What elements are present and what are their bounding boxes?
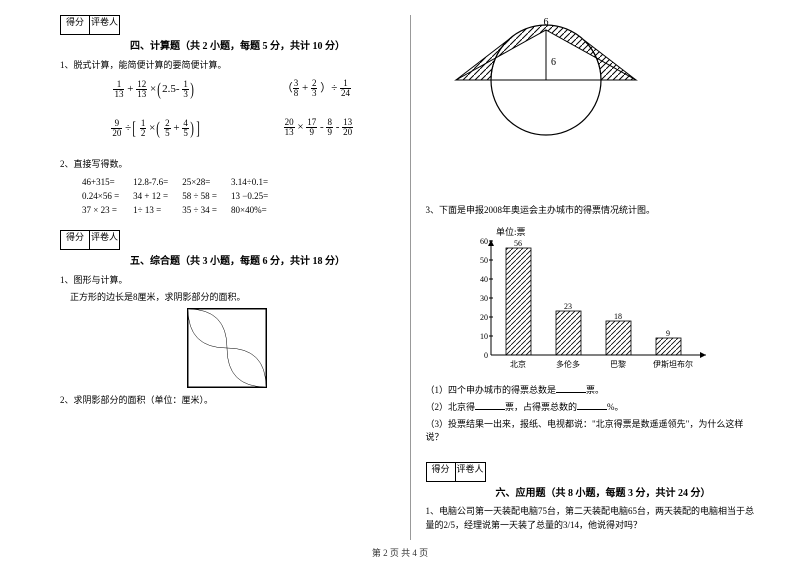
svg-text:30: 30 — [480, 294, 488, 303]
svg-text:9: 9 — [666, 329, 670, 338]
score-cell-left: 得分 — [60, 15, 90, 35]
score-cell-right: 评卷人 — [90, 15, 120, 35]
bars — [506, 248, 681, 355]
left-column: 得分 评卷人 四、计算题（共 2 小题，每题 5 分，共计 10 分） 1、脱式… — [50, 15, 405, 540]
formula-4: 2013 × 179 - 89 - 1320 — [284, 118, 354, 139]
formula-row-2: 920 ÷[ 12 ×( 25 + 45)] 2013 × 179 - 89 -… — [70, 118, 395, 139]
square-leaf-figure — [187, 308, 267, 388]
formula-row-1: 113 + 1213 ×(2.5- 13) （38 + 23 ）÷ 124 — [70, 79, 395, 100]
svg-text:18: 18 — [614, 312, 622, 321]
right-column: 6 6 3、下面是申报2008年奥运会主办城市的得票情况统计图。 单位:票 — [416, 15, 771, 540]
svg-text:多伦多: 多伦多 — [556, 359, 580, 369]
svg-text:40: 40 — [480, 275, 488, 284]
score-cell-left: 得分 — [426, 462, 456, 482]
section6-title: 六、应用题（共 8 小题，每题 3 分，共计 24 分） — [426, 484, 761, 499]
sec5-q3-label: 3、下面是申报2008年奥运会主办城市的得票情况统计图。 — [426, 203, 761, 216]
sec5-q1-text: 正方形的边长是8厘米，求阴影部分的面积。 — [70, 290, 395, 303]
sec5-q3-sub1: （1）四个申办城市的得票总数是票。 — [426, 383, 761, 396]
circle-triangle-figure: 6 6 — [426, 15, 666, 185]
svg-text:10: 10 — [480, 332, 488, 341]
svg-text:50: 50 — [480, 256, 488, 265]
sec4-q1-label: 1、脱式计算，能简便计算的要简便计算。 — [60, 58, 395, 71]
svg-text:56: 56 — [514, 239, 522, 248]
svg-text:20: 20 — [480, 313, 488, 322]
table-row: 0.24×56 =34 + 12 =58 ÷ 58 =13 −0.25= — [82, 190, 280, 202]
chart-unit: 单位:票 — [496, 226, 526, 237]
score-cell-left: 得分 — [60, 230, 90, 250]
sec4-q2-label: 2、直接写得数。 — [60, 157, 395, 170]
sec5-q2-label: 2、求阴影部分的面积（单位：厘米）。 — [60, 393, 395, 406]
sec6-q1: 1、电脑公司第一天装配电脑75台，第二天装配电脑65台，两天装配的电脑相当于总量… — [426, 505, 761, 532]
svg-text:伊斯坦布尔: 伊斯坦布尔 — [653, 359, 693, 369]
sec5-q3-sub3: （3）投票结果一出来，报纸、电视都说："北京得票是数遥遥领先"，为什么这样说？ — [426, 417, 761, 443]
column-divider — [410, 15, 411, 540]
formula-2: （38 + 23 ）÷ 124 — [282, 79, 351, 100]
page: 得分 评卷人 四、计算题（共 2 小题，每题 5 分，共计 10 分） 1、脱式… — [0, 0, 800, 565]
score-box-sec6: 得分 评卷人 — [426, 462, 761, 482]
section5-title: 五、综合题（共 3 小题，每题 6 分，共计 18 分） — [60, 252, 395, 267]
score-box-sec5: 得分 评卷人 — [60, 230, 395, 250]
svg-text:北京: 北京 — [510, 359, 526, 369]
svg-text:0: 0 — [484, 351, 488, 360]
table-row: 37 × 23 =1÷ 13 =35 ÷ 34 =80×40%= — [82, 204, 280, 216]
radius-label: 6 — [551, 57, 556, 68]
table-row: 46+315=12.8-7.6=25×28=3.14÷0.1= — [82, 176, 280, 188]
svg-text:巴黎: 巴黎 — [610, 359, 626, 369]
sec5-q3-sub2: （2）北京得票，占得票总数的%。 — [426, 400, 761, 413]
score-box-sec4: 得分 评卷人 — [60, 15, 395, 35]
score-cell-right: 评卷人 — [90, 230, 120, 250]
mental-math-grid: 46+315=12.8-7.6=25×28=3.14÷0.1= 0.24×56 … — [80, 174, 282, 218]
page-footer: 第 2 页 共 4 页 — [0, 546, 800, 559]
svg-text:23: 23 — [564, 302, 572, 311]
formula-3: 920 ÷[ 12 ×( 25 + 45)] — [111, 118, 200, 139]
sec5-q1-label: 1、图形与计算。 — [60, 273, 395, 286]
score-cell-right: 评卷人 — [456, 462, 486, 482]
formula-1: 113 + 1213 ×(2.5- 13) — [113, 79, 194, 100]
section4-title: 四、计算题（共 2 小题，每题 5 分，共计 10 分） — [60, 37, 395, 52]
svg-text:60: 60 — [480, 237, 488, 246]
vote-bar-chart: 单位:票 0 10 20 30 40 50 60 56 23 18 — [466, 225, 726, 375]
